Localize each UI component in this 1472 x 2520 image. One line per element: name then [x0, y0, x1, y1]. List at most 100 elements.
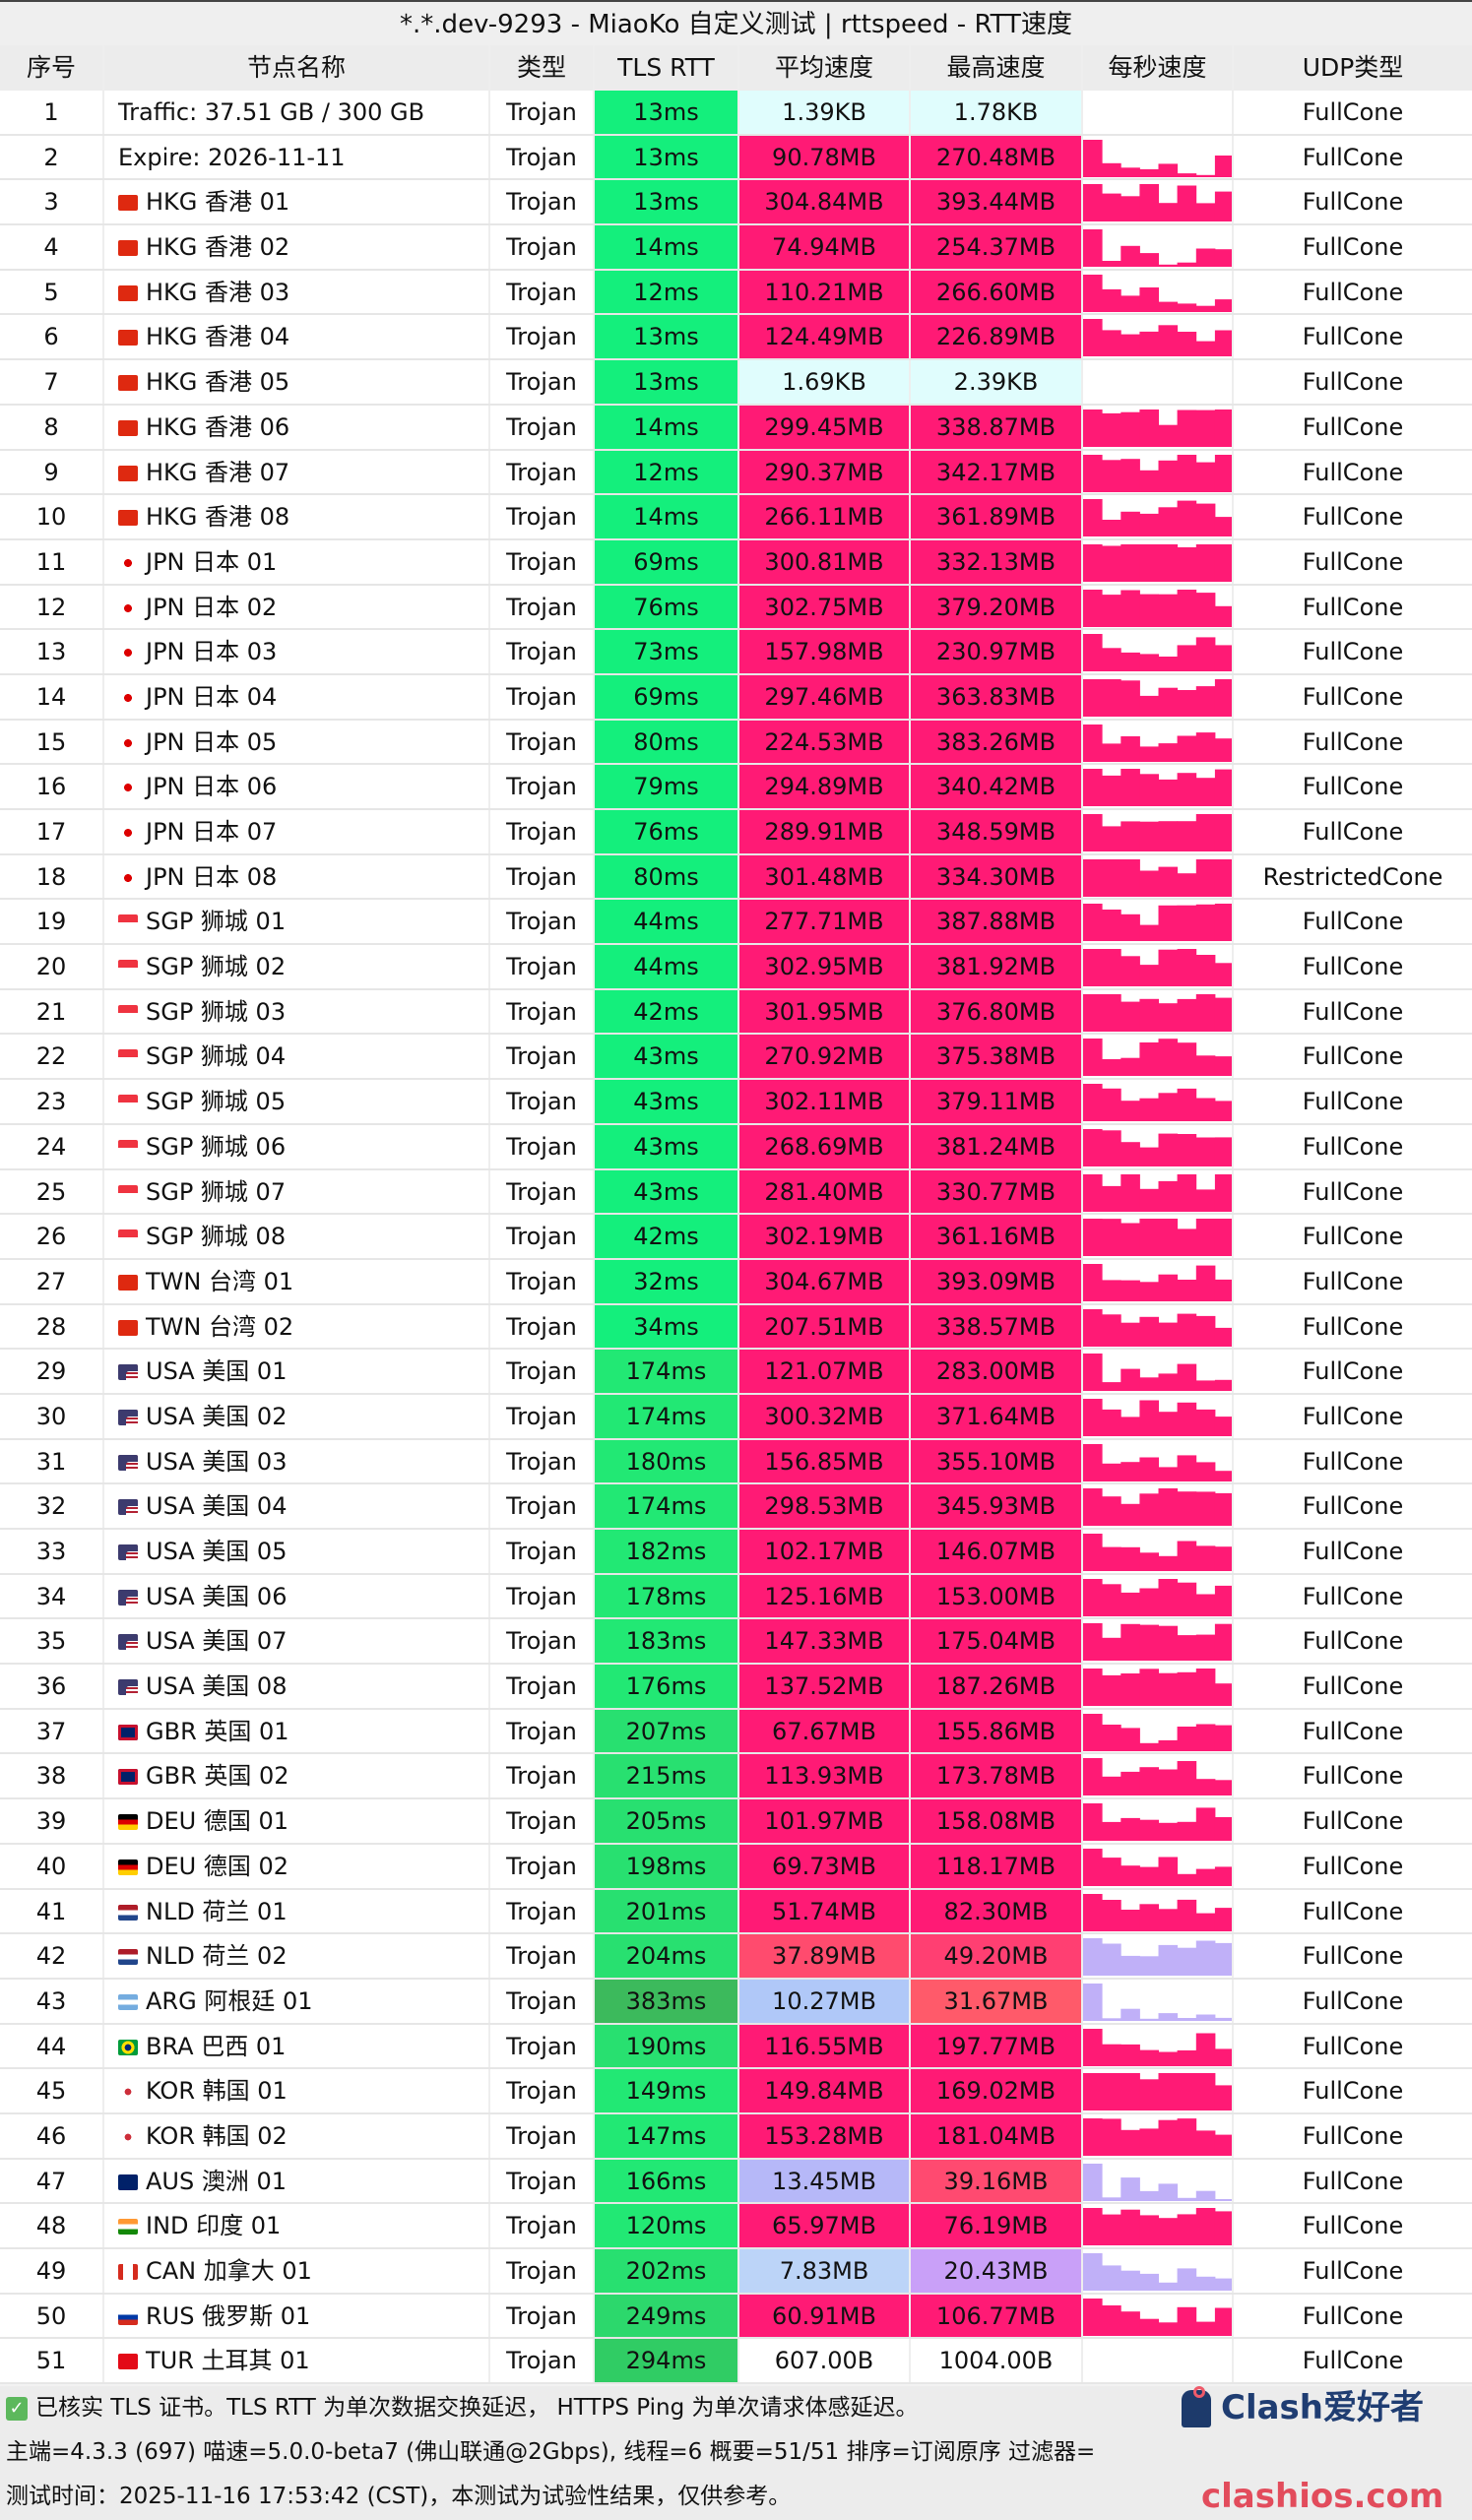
- sparkline-bar: [1158, 821, 1179, 851]
- sparkline-bar: [1083, 139, 1103, 177]
- table-row[interactable]: 14 JPN 日本 04 Trojan 69ms 297.46MB 363.83MB Ful…: [0, 674, 1472, 721]
- table-row[interactable]: 37 GBR 英国 01 Trojan 207ms 67.67MB 155.86MB Ful…: [0, 1709, 1472, 1755]
- table-row[interactable]: 24 SGP 狮城 06 Trojan 43ms 268.69MB 381.24MB Ful…: [0, 1124, 1472, 1170]
- sparkline-bar: [1139, 2318, 1159, 2336]
- header-max-speed[interactable]: 最高速度: [911, 45, 1083, 91]
- sparkline-bar: [1177, 1947, 1197, 1977]
- table-row[interactable]: 36 USA 美国 08 Trojan 176ms 137.52MB 187.26MB Fu…: [0, 1665, 1472, 1710]
- table-row[interactable]: 4 HKG 香港 02 Trojan 14ms 74.94MB 254.37MB FullC…: [0, 225, 1472, 271]
- table-row[interactable]: 7 HKG 香港 05 Trojan 13ms 1.69KB 2.39KB FullCone: [0, 360, 1472, 406]
- table-row[interactable]: 35 USA 美国 07 Trojan 183ms 147.33MB 175.04MB Fu…: [0, 1619, 1472, 1666]
- avg-speed: 270.92MB: [739, 1035, 911, 1079]
- header-avg-speed[interactable]: 平均速度: [739, 45, 911, 91]
- flag-us-icon: [118, 1544, 138, 1560]
- sparkline-bar: [1195, 2073, 1216, 2111]
- table-row[interactable]: 27 TWN 台湾 01 Trojan 32ms 304.67MB 393.09MB Ful…: [0, 1259, 1472, 1305]
- udp-type: FullCone: [1302, 1177, 1404, 1206]
- table-row[interactable]: 23 SGP 狮城 05 Trojan 43ms 302.11MB 379.11MB Ful…: [0, 1080, 1472, 1125]
- table-row[interactable]: 8 HKG 香港 06 Trojan 14ms 299.45MB 338.87MB Full…: [0, 405, 1472, 451]
- table-row[interactable]: 25 SGP 狮城 07 Trojan 43ms 281.40MB 330.77MB Ful…: [0, 1169, 1472, 1216]
- table-row[interactable]: 2 Expire: 2026-11-11 Trojan 13ms 90.78MB 270.…: [0, 135, 1472, 181]
- header-per-second-speed[interactable]: 每秒速度: [1083, 45, 1234, 91]
- table-row[interactable]: 34 USA 美国 06 Trojan 178ms 125.16MB 153.00MB Fu…: [0, 1574, 1472, 1620]
- table-row[interactable]: 49 CAN 加拿大 01 Trojan 202ms 7.83MB 20.43MB Full…: [0, 2249, 1472, 2295]
- table-row[interactable]: 13 JPN 日本 03 Trojan 73ms 157.98MB 230.97MB Ful…: [0, 630, 1472, 675]
- table-row[interactable]: 38 GBR 英国 02 Trojan 215ms 113.93MB 173.78MB Fu…: [0, 1754, 1472, 1800]
- table-row[interactable]: 12 JPN 日本 02 Trojan 76ms 302.75MB 379.20MB Ful…: [0, 585, 1472, 631]
- table-row[interactable]: 45 KOR 韩国 01 Trojan 149ms 149.84MB 169.02MB Fu…: [0, 2069, 1472, 2114]
- table-row[interactable]: 31 USA 美国 03 Trojan 180ms 156.85MB 355.10MB Fu…: [0, 1439, 1472, 1485]
- table-row[interactable]: 46 KOR 韩国 02 Trojan 147ms 153.28MB 181.04MB Fu…: [0, 2113, 1472, 2160]
- table-row[interactable]: 47 AUS 澳洲 01 Trojan 166ms 13.45MB 39.16MB Full…: [0, 2159, 1472, 2205]
- row-index: 8: [0, 405, 104, 449]
- table-row[interactable]: 21 SGP 狮城 03 Trojan 42ms 301.95MB 376.80MB Ful…: [0, 989, 1472, 1036]
- table-row[interactable]: 19 SGP 狮城 01 Trojan 44ms 277.71MB 387.88MB Ful…: [0, 900, 1472, 946]
- udp-type: FullCone: [1302, 458, 1404, 486]
- node-name: Expire: 2026-11-11: [104, 135, 490, 179]
- table-row[interactable]: 9 HKG 香港 07 Trojan 12ms 290.37MB 342.17MB Full…: [0, 450, 1472, 496]
- max-speed: 226.89MB: [911, 315, 1083, 359]
- table-row[interactable]: 18 JPN 日本 08 Trojan 80ms 301.48MB 334.30MB Res…: [0, 854, 1472, 901]
- table-row[interactable]: 1 Traffic: 37.51 GB / 300 GB Trojan 13ms 1.3…: [0, 91, 1472, 136]
- node-type: Trojan: [490, 989, 595, 1034]
- table-row[interactable]: 5 HKG 香港 03 Trojan 12ms 110.21MB 266.60MB Full…: [0, 270, 1472, 316]
- table-row[interactable]: 16 JPN 日本 06 Trojan 79ms 294.89MB 340.42MB Ful…: [0, 765, 1472, 810]
- header-index[interactable]: 序号: [0, 45, 104, 91]
- node-type: Trojan: [490, 1169, 595, 1214]
- table-row[interactable]: 3 HKG 香港 01 Trojan 13ms 304.84MB 393.44MB Full…: [0, 180, 1472, 226]
- per-second-speed-sparkline: [1083, 630, 1234, 673]
- table-row[interactable]: 17 JPN 日本 07 Trojan 76ms 289.91MB 348.59MB Ful…: [0, 810, 1472, 855]
- sparkline-bar: [1120, 2310, 1140, 2336]
- table-row[interactable]: 43 ARG 阿根廷 01 Trojan 383ms 10.27MB 31.67MB Ful…: [0, 1979, 1472, 2025]
- udp-type: FullCone: [1302, 1897, 1404, 1925]
- avg-speed: 147.33MB: [739, 1619, 911, 1664]
- sparkline-bar: [1083, 1803, 1103, 1842]
- header-tls-rtt[interactable]: TLS RTT: [595, 45, 739, 91]
- udp-type: FullCone: [1302, 2167, 1404, 2195]
- sparkline-bar: [1083, 1758, 1103, 1796]
- flag-hk-icon: [118, 419, 138, 436]
- table-row[interactable]: 50 RUS 俄罗斯 01 Trojan 249ms 60.91MB 106.77MB Fu…: [0, 2294, 1472, 2340]
- table-row[interactable]: 40 DEU 德国 02 Trojan 198ms 69.73MB 118.17MB Ful…: [0, 1844, 1472, 1890]
- table-row[interactable]: 32 USA 美国 04 Trojan 174ms 298.53MB 345.93MB Fu…: [0, 1484, 1472, 1530]
- table-row[interactable]: 48 IND 印度 01 Trojan 120ms 65.97MB 76.19MB Full…: [0, 2204, 1472, 2249]
- header-node-name[interactable]: 节点名称: [104, 45, 490, 91]
- sparkline-bar: [1083, 1893, 1103, 1931]
- node-name-text: USA 美国 01: [146, 1357, 288, 1386]
- sparkline-bar: [1139, 654, 1159, 672]
- table-row[interactable]: 20 SGP 狮城 02 Trojan 44ms 302.95MB 381.92MB Ful…: [0, 945, 1472, 990]
- row-index: 51: [0, 2339, 104, 2383]
- table-row[interactable]: 15 JPN 日本 05 Trojan 80ms 224.53MB 383.26MB Ful…: [0, 720, 1472, 766]
- sparkline-bar: [1214, 678, 1232, 717]
- flag-hk-icon: [118, 195, 138, 212]
- avg-speed: 299.45MB: [739, 405, 911, 449]
- table-row[interactable]: 28 TWN 台湾 02 Trojan 34ms 207.51MB 338.57MB Ful…: [0, 1304, 1472, 1351]
- sparkline-bar: [1214, 1493, 1232, 1527]
- node-name-text: NLD 荷兰 01: [146, 1897, 288, 1925]
- header-udp-type[interactable]: UDP类型: [1302, 53, 1404, 82]
- table-row[interactable]: 51 TUR 土耳其 01 Trojan 294ms 607.00B 1004.00B Fu…: [0, 2339, 1472, 2385]
- table-row[interactable]: 11 JPN 日本 01 Trojan 69ms 300.81MB 332.13MB Ful…: [0, 539, 1472, 586]
- table-row[interactable]: 30 USA 美国 02 Trojan 174ms 300.32MB 371.64MB Fu…: [0, 1394, 1472, 1440]
- avg-speed: 101.97MB: [739, 1799, 911, 1843]
- row-index: 33: [0, 1530, 104, 1573]
- table-row[interactable]: 39 DEU 德国 01 Trojan 205ms 101.97MB 158.08MB Fu…: [0, 1799, 1472, 1845]
- avg-speed: 37.89MB: [739, 1934, 911, 1978]
- table-row[interactable]: 33 USA 美国 05 Trojan 182ms 102.17MB 146.07MB Fu…: [0, 1530, 1472, 1575]
- table-row[interactable]: 10 HKG 香港 08 Trojan 14ms 266.11MB 361.89MB Ful…: [0, 495, 1472, 540]
- flag-de-icon: [118, 1858, 138, 1875]
- table-row[interactable]: 22 SGP 狮城 04 Trojan 43ms 270.92MB 375.38MB Ful…: [0, 1035, 1472, 1081]
- node-type: Trojan: [490, 405, 595, 449]
- table-row[interactable]: 29 USA 美国 01 Trojan 174ms 121.07MB 283.00MB Fu…: [0, 1350, 1472, 1395]
- table-row[interactable]: 44 BRA 巴西 01 Trojan 190ms 116.55MB 197.77MB Fu…: [0, 2024, 1472, 2070]
- table-row[interactable]: 42 NLD 荷兰 02 Trojan 204ms 37.89MB 49.20MB Full…: [0, 1934, 1472, 1980]
- header-type[interactable]: 类型: [490, 45, 595, 91]
- table-row[interactable]: 6 HKG 香港 04 Trojan 13ms 124.49MB 226.89MB Full…: [0, 315, 1472, 361]
- tls-rtt: 42ms: [595, 989, 739, 1034]
- table-row[interactable]: 41 NLD 荷兰 01 Trojan 201ms 51.74MB 82.30MB Full…: [0, 1889, 1472, 1935]
- sparkline-bar: [1158, 1002, 1179, 1032]
- sparkline-bar: [1158, 1093, 1179, 1122]
- table-row[interactable]: 26 SGP 狮城 08 Trojan 42ms 302.19MB 361.16MB Ful…: [0, 1215, 1472, 1260]
- udp-type: FullCone: [1302, 188, 1404, 217]
- sparkline-bar: [1195, 342, 1216, 357]
